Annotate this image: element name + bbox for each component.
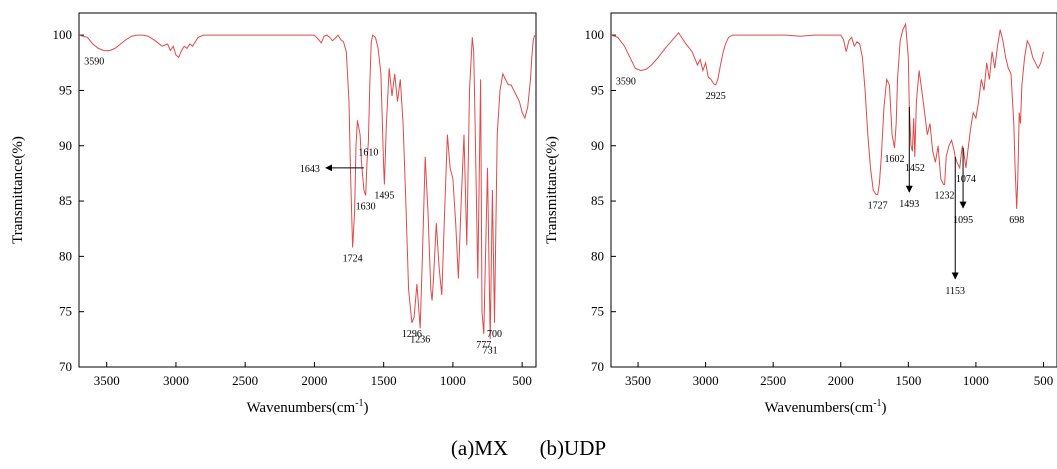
x-tick-label: 1000: [963, 373, 989, 388]
peak-label: 1630: [356, 202, 376, 213]
peak-label: 1153: [945, 286, 965, 297]
x-tick-label: 1500: [371, 373, 397, 388]
x-tick-label: 2500: [760, 373, 786, 388]
peak-label: 1724: [343, 254, 363, 265]
x-tick-label: 3500: [625, 373, 651, 388]
x-tick-label: 3000: [163, 373, 189, 388]
peak-label: 1452: [905, 163, 925, 174]
x-tick-label: 3500: [94, 373, 120, 388]
plot-frame: [610, 12, 1057, 368]
y-axis-label: Transmittance(%): [544, 136, 560, 244]
x-tick-label: 1500: [895, 373, 921, 388]
peak-label: 3590: [84, 57, 104, 68]
peak-label: 1074: [956, 174, 976, 185]
peak-label: 1602: [885, 154, 905, 165]
y-tick-label: 70: [59, 359, 72, 374]
y-tick-label: 80: [591, 248, 604, 263]
peak-label: 1727: [868, 200, 888, 211]
peak-label: 731: [483, 345, 498, 356]
y-tick-label: 95: [59, 82, 72, 97]
x-axis-label-sup: -1: [355, 398, 363, 409]
spectrum-line: [79, 34, 536, 340]
peak-label: 2925: [706, 91, 726, 102]
spectrum-line: [611, 22, 1044, 209]
y-tick-label: 75: [59, 304, 72, 319]
x-axis-label-end: ): [882, 400, 887, 416]
x-axis-label-main: Wavenumbers(cm: [246, 400, 355, 416]
x-tick-label: 1000: [440, 373, 466, 388]
peak-label: 1232: [935, 190, 955, 201]
y-tick-label: 85: [59, 193, 72, 208]
figure-caption: (a)MX (b)UDP: [450, 436, 607, 460]
y-tick-label: 100: [53, 27, 73, 42]
peak-label: 1493: [899, 199, 919, 210]
peak-label: 1296: [402, 329, 422, 340]
x-tick-label: 500: [1034, 373, 1054, 388]
y-tick-label: 95: [591, 82, 604, 97]
peak-label: 1495: [374, 190, 394, 201]
panel-a-chart: 70 75 80 85 90 95 100 3500 3000 2500 2000 1500 1000 5…: [10, 12, 537, 416]
x-axis-label: Wavenumbers(cm-1): [764, 398, 886, 416]
peak-label: 698: [1009, 215, 1024, 226]
peak-label: 1610: [358, 147, 378, 158]
x-tick-label: 3000: [693, 373, 719, 388]
plot-frame: [78, 12, 537, 368]
x-axis-label: Wavenumbers(cm-1): [246, 398, 368, 416]
peak-label: 1643: [300, 164, 320, 175]
y-axis-label: Transmittance(%): [10, 136, 26, 244]
y-tick-label: 80: [59, 248, 72, 263]
y-tick-label: 100: [585, 27, 605, 42]
x-axis-label-sup: -1: [873, 398, 881, 409]
peak-label: 1236: [410, 334, 430, 345]
peak-label: 700: [487, 329, 502, 340]
y-tick-label: 90: [59, 138, 72, 153]
x-tick-label: 2500: [232, 373, 258, 388]
x-axis-label-end: ): [364, 400, 369, 416]
y-tick-label: 85: [591, 193, 604, 208]
x-tick-label: 2000: [301, 373, 327, 388]
y-tick-label: 75: [591, 304, 604, 319]
peak-label: 1095: [953, 215, 973, 226]
x-tick-label: 2000: [828, 373, 854, 388]
x-axis-label-main: Wavenumbers(cm: [764, 400, 873, 416]
y-tick-label: 90: [591, 138, 604, 153]
peak-label: 777: [476, 340, 491, 351]
panel-b-chart: 70 75 80 85 90 95 100 3500 3000 2500 2000 1500 1000 5…: [544, 12, 1057, 416]
x-tick-label: 500: [512, 373, 532, 388]
y-tick-label: 70: [591, 359, 604, 374]
peak-label: 3590: [616, 77, 636, 88]
